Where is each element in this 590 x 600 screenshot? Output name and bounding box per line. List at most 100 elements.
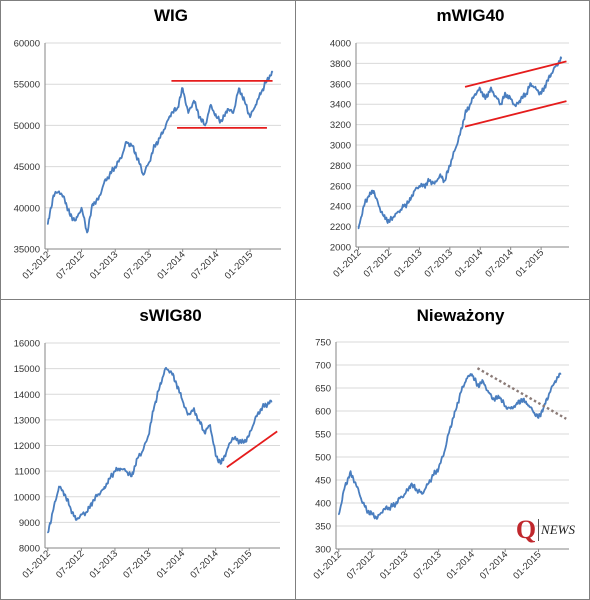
data-point xyxy=(343,488,345,490)
data-point xyxy=(221,120,223,122)
data-point xyxy=(204,124,206,126)
data-point xyxy=(226,450,228,452)
chart-svg: mWIG40 2000 2200 2400 2600 2800 3000 3200 3400 36… xyxy=(330,6,569,280)
data-point xyxy=(454,149,456,151)
data-point xyxy=(198,419,200,421)
data-point xyxy=(487,392,490,394)
x-tick-label: 01-2015 xyxy=(511,549,543,581)
data-point xyxy=(540,93,542,95)
x-tick-label: 07-2012 xyxy=(345,549,377,581)
y-tick-label: 2600 xyxy=(330,181,351,192)
data-point xyxy=(432,474,434,476)
trend-line xyxy=(464,60,567,88)
data-point xyxy=(69,215,71,217)
data-point xyxy=(148,161,150,164)
data-point xyxy=(560,373,562,375)
data-point xyxy=(271,401,273,403)
data-point xyxy=(131,145,133,147)
data-point xyxy=(170,370,172,372)
data-point xyxy=(75,519,77,521)
data-point xyxy=(349,472,351,474)
data-point xyxy=(520,98,522,100)
data-point xyxy=(103,182,105,184)
chart-panel-mwig40: mWIG40 2000 2200 2400 2600 2800 3000 3200 3400 36… xyxy=(295,0,590,300)
y-tick-label: 16000 xyxy=(14,339,40,350)
data-point xyxy=(215,116,217,118)
y-tick-label: 35000 xyxy=(14,245,40,256)
data-point xyxy=(255,104,257,106)
data-point xyxy=(476,385,479,387)
x-tick-label: 07-2014 xyxy=(189,249,221,281)
data-point xyxy=(249,116,251,118)
data-point xyxy=(142,450,144,452)
y-tick-label: 9000 xyxy=(19,518,40,529)
data-point xyxy=(164,368,166,370)
data-point xyxy=(170,112,173,114)
data-point xyxy=(545,83,547,85)
y-tick-label: 3600 xyxy=(330,79,351,90)
data-point xyxy=(159,385,161,388)
x-tick-label: 07-2013 xyxy=(411,549,443,581)
data-point xyxy=(434,183,436,185)
chart-svg: WIG35000400004500050000550006000001-2012… xyxy=(14,6,281,282)
y-tick-label: 600 xyxy=(315,407,331,418)
y-tick-label: 500 xyxy=(315,453,331,464)
data-point xyxy=(555,64,557,67)
y-tick-label: 12000 xyxy=(14,441,40,452)
data-point xyxy=(103,488,105,490)
data-point xyxy=(192,409,194,411)
data-point xyxy=(120,157,122,159)
data-point xyxy=(418,185,420,187)
chart-title: WIG xyxy=(154,6,188,25)
data-point xyxy=(175,383,178,385)
data-point xyxy=(198,116,201,118)
data-point xyxy=(493,398,495,401)
data-point xyxy=(484,98,486,100)
data-point xyxy=(75,219,77,221)
data-point xyxy=(92,203,94,205)
data-point xyxy=(521,398,523,401)
data-point xyxy=(209,424,211,426)
data-point xyxy=(474,93,476,95)
logo-mark: Q xyxy=(515,515,537,544)
x-tick-label: 01-2015 xyxy=(223,249,255,281)
trend-line xyxy=(464,100,567,128)
data-point xyxy=(489,88,491,90)
data-point xyxy=(499,103,502,105)
y-tick-label: 3000 xyxy=(330,141,351,152)
data-point xyxy=(368,195,370,197)
data-point xyxy=(125,141,128,143)
data-point xyxy=(532,410,534,412)
x-tick-label: 07-2014 xyxy=(483,247,515,279)
data-point xyxy=(176,108,178,110)
data-point xyxy=(114,470,116,472)
data-point xyxy=(260,91,262,94)
y-tick-label: 3200 xyxy=(330,120,351,131)
data-point xyxy=(91,501,94,503)
data-point xyxy=(530,83,532,85)
data-point xyxy=(535,88,537,90)
data-point xyxy=(454,410,456,412)
data-point xyxy=(479,88,481,90)
data-point xyxy=(231,437,234,439)
chart-svg: Nieważony 300 350 400 450 500 550 600 650 700 750 0… xyxy=(311,306,569,582)
data-point xyxy=(248,434,250,436)
data-point xyxy=(232,112,234,114)
data-point xyxy=(526,403,528,405)
data-point xyxy=(52,194,55,197)
data-point xyxy=(371,513,373,516)
trend-line xyxy=(476,367,567,420)
data-point xyxy=(421,493,423,495)
y-tick-label: 650 xyxy=(315,384,331,395)
data-point xyxy=(137,157,139,159)
data-point xyxy=(259,409,262,411)
data-point xyxy=(464,113,466,115)
data-point xyxy=(243,442,245,444)
chart-panel-swig80: sWIG80 8000 9000 10000 11000 12000 13000 14000 1… xyxy=(0,299,296,600)
y-tick-label: 350 xyxy=(315,522,331,533)
data-point xyxy=(365,509,368,511)
data-point xyxy=(388,507,390,509)
y-tick-label: 3400 xyxy=(330,100,351,111)
data-point xyxy=(460,392,462,394)
data-point xyxy=(69,506,71,508)
